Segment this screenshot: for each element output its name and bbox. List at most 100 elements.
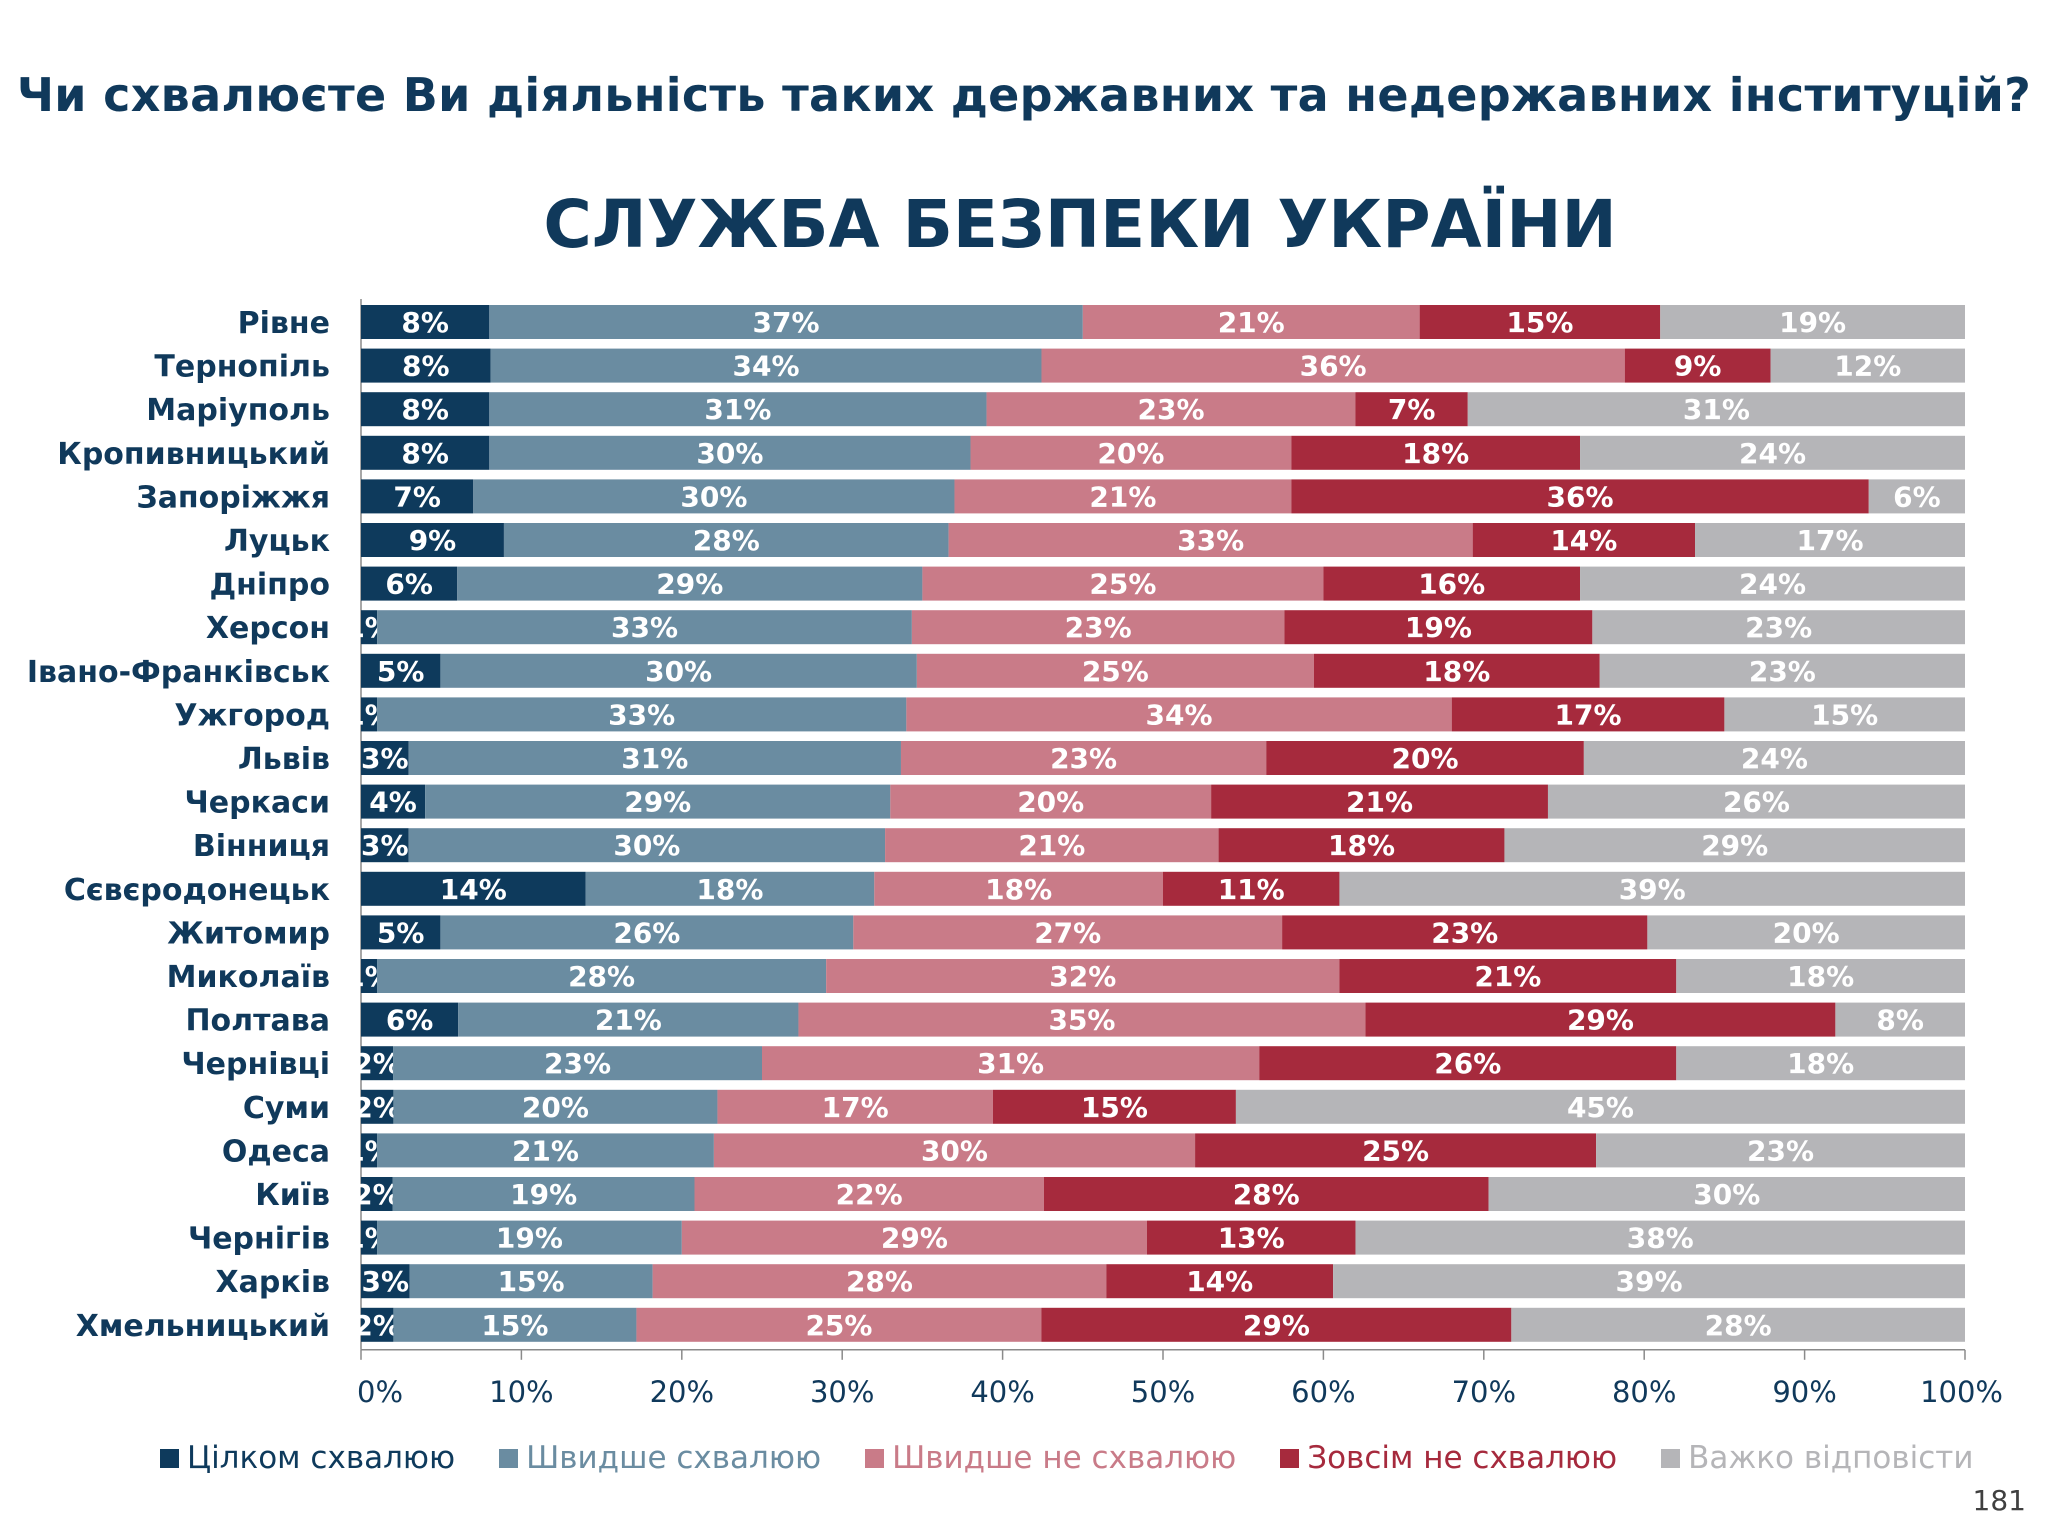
data-label: 31% bbox=[977, 1047, 1044, 1080]
bar-segment bbox=[489, 305, 1083, 339]
category-label: Івано-Франківськ bbox=[27, 655, 330, 690]
legend-item: Зовсім не схвалюю bbox=[1280, 1440, 1617, 1476]
bar-segment bbox=[986, 392, 1356, 427]
bar-segment bbox=[361, 523, 504, 557]
data-label: 18% bbox=[1423, 655, 1490, 688]
bar-segment bbox=[713, 1133, 1196, 1168]
data-label: 25% bbox=[1082, 655, 1149, 688]
data-label: 5% bbox=[377, 916, 425, 949]
bar-segment bbox=[440, 915, 854, 950]
legend-item: Цілком схвалюю bbox=[160, 1440, 455, 1476]
category-label: Запоріжжя bbox=[136, 480, 330, 515]
data-label: 29% bbox=[656, 568, 723, 601]
question-title: Чи схвалюєте Ви діяльність таких державн… bbox=[16, 68, 2032, 122]
data-label: 21% bbox=[512, 1134, 579, 1167]
data-label: 18% bbox=[985, 873, 1052, 906]
bar-segment bbox=[361, 1307, 394, 1342]
bar-segment bbox=[948, 523, 1473, 557]
data-label: 2% bbox=[353, 1047, 401, 1080]
category-label: Дніпро bbox=[209, 568, 330, 603]
data-label: 7% bbox=[1388, 393, 1436, 426]
bar-segment bbox=[636, 1307, 1042, 1342]
bar-segment bbox=[361, 566, 458, 601]
legend-item: Швидше схвалюю bbox=[499, 1440, 821, 1476]
bar-segment bbox=[1624, 348, 1771, 383]
x-tick-label: 90% bbox=[1772, 1375, 1836, 1409]
bar-segment bbox=[1660, 305, 1965, 339]
data-label: 34% bbox=[1146, 698, 1213, 731]
bar-segment bbox=[992, 1089, 1236, 1124]
bar-segment bbox=[900, 741, 1267, 775]
bar-segment bbox=[1195, 1133, 1597, 1168]
bar-segment bbox=[1043, 1177, 1489, 1211]
data-label: 30% bbox=[613, 829, 680, 862]
data-label: 29% bbox=[881, 1222, 948, 1255]
legend-swatch bbox=[1280, 1448, 1300, 1468]
data-label: 29% bbox=[1701, 829, 1768, 862]
bar-segment bbox=[1596, 1133, 1965, 1168]
category-label: Суми bbox=[243, 1091, 330, 1126]
data-label: 28% bbox=[693, 524, 760, 557]
data-label: 25% bbox=[1362, 1134, 1429, 1167]
category-label: Херсон bbox=[206, 611, 330, 646]
data-label: 9% bbox=[1674, 350, 1722, 383]
bar-segment bbox=[1339, 959, 1677, 993]
data-label: 39% bbox=[1619, 873, 1686, 906]
bar-segment bbox=[1041, 348, 1625, 383]
data-label: 30% bbox=[696, 437, 763, 470]
data-label: 15% bbox=[1811, 698, 1878, 731]
bar-segment bbox=[361, 1002, 459, 1037]
bar-segment bbox=[408, 741, 901, 775]
bar-segment bbox=[1082, 305, 1420, 339]
bar-segment bbox=[393, 1089, 718, 1124]
data-label: 25% bbox=[805, 1309, 872, 1342]
bar-segment bbox=[1592, 610, 1965, 645]
bar-segment bbox=[1313, 653, 1600, 688]
bar-segment bbox=[1488, 1177, 1965, 1211]
bar-segment bbox=[874, 871, 1163, 906]
legend-label: Зовсім не схвалюю bbox=[1307, 1440, 1618, 1476]
bar-segment bbox=[853, 915, 1283, 950]
bar-segment bbox=[1599, 653, 1965, 688]
category-label: Львів bbox=[238, 742, 330, 777]
data-label: 2% bbox=[353, 1178, 401, 1211]
bar-segment bbox=[361, 1264, 410, 1299]
bar-segment bbox=[457, 566, 923, 601]
bar-segment bbox=[425, 784, 891, 819]
category-label: Кропивницький bbox=[57, 437, 330, 472]
data-label: 16% bbox=[1418, 568, 1485, 601]
data-label: 31% bbox=[1683, 393, 1750, 426]
data-label: 11% bbox=[1218, 873, 1285, 906]
legend-label: Швидше схвалюю bbox=[526, 1440, 822, 1476]
data-label: 25% bbox=[1089, 568, 1156, 601]
legend-swatch bbox=[865, 1448, 885, 1468]
data-label: 30% bbox=[680, 480, 747, 513]
data-label: 21% bbox=[1346, 786, 1413, 819]
bar-segment bbox=[885, 828, 1219, 863]
chart-title: СЛУЖБА БЕЗПЕКИ УКРАЇНИ bbox=[543, 186, 1617, 263]
data-label: 23% bbox=[1065, 611, 1132, 644]
bar-segment bbox=[1676, 1046, 1965, 1081]
data-label: 30% bbox=[921, 1134, 988, 1167]
bar-segment bbox=[361, 479, 474, 514]
data-label: 29% bbox=[624, 786, 691, 819]
data-label: 24% bbox=[1739, 437, 1806, 470]
data-label: 14% bbox=[440, 873, 507, 906]
bar-segment bbox=[954, 479, 1292, 514]
bar-segment bbox=[361, 959, 378, 993]
data-label: 29% bbox=[1243, 1309, 1310, 1342]
category-label: Хмельницький bbox=[76, 1309, 330, 1344]
bar-segment bbox=[1868, 479, 1965, 514]
x-tick-label: 40% bbox=[970, 1375, 1034, 1409]
data-label: 23% bbox=[1050, 742, 1117, 775]
bar-segment bbox=[503, 523, 949, 557]
bar-segment bbox=[361, 1220, 378, 1255]
category-label: Житомир bbox=[167, 916, 330, 951]
data-label: 31% bbox=[621, 742, 688, 775]
bar-segment bbox=[377, 959, 827, 993]
bar-segment bbox=[1770, 348, 1965, 383]
bar-segment bbox=[1282, 915, 1648, 950]
data-label: 8% bbox=[401, 306, 449, 339]
data-label: 18% bbox=[1787, 1047, 1854, 1080]
data-label: 20% bbox=[1392, 742, 1459, 775]
